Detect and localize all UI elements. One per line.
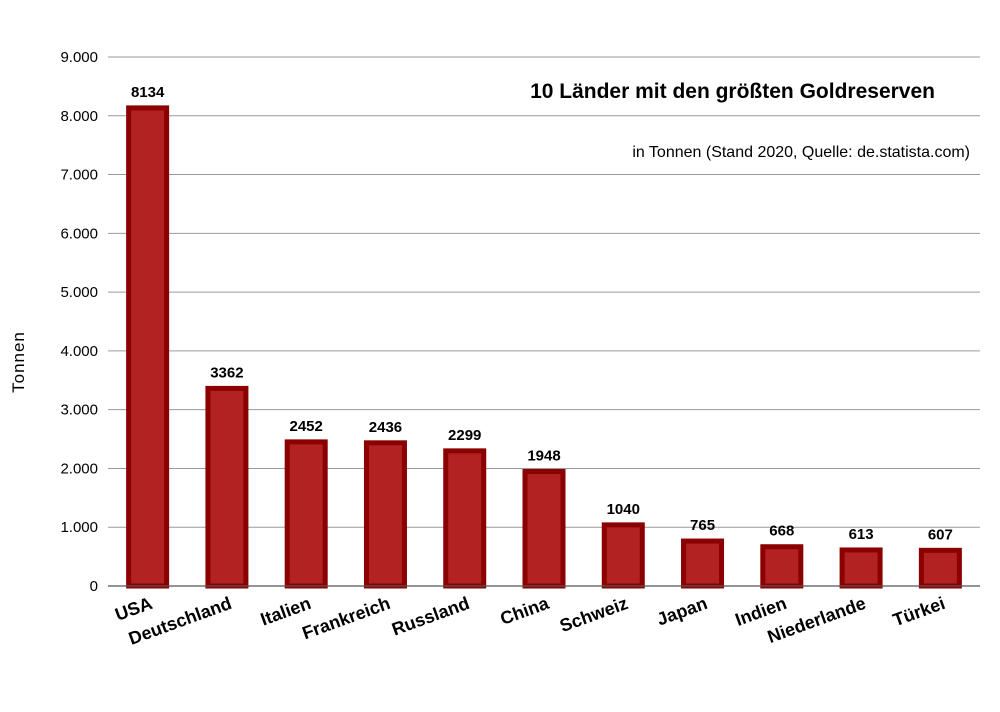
y-tick-label: 4.000	[60, 343, 98, 360]
y-tick-label: 5.000	[60, 284, 98, 301]
data-label: 765	[690, 517, 715, 534]
bar	[760, 544, 804, 589]
bar	[284, 439, 328, 589]
y-tick-label: 9.000	[60, 49, 98, 66]
y-tick-label: 8.000	[60, 108, 98, 125]
y-tick-label: 6.000	[60, 225, 98, 242]
bar	[205, 385, 249, 589]
bar	[918, 547, 962, 589]
chart-title: 10 Länder mit den größten Goldreserven	[530, 80, 935, 103]
x-tick-label: Türkei	[890, 593, 948, 630]
x-tick-label: Schweiz	[557, 593, 631, 636]
data-label: 1040	[607, 501, 640, 518]
data-labels: 8134 3362 2452 2436 2299 1948 1040 765 668 613 607	[131, 84, 953, 543]
data-label: 1948	[527, 448, 560, 465]
y-tick-labels: 0 1.000 2.000 3.000 4.000 5.000 6.000 7.000 8.00…	[60, 49, 98, 595]
y-tick-label: 1.000	[60, 519, 98, 536]
data-label: 2299	[448, 427, 481, 444]
data-label: 613	[849, 526, 874, 543]
bar	[839, 547, 883, 589]
data-label: 668	[769, 523, 794, 540]
y-axis-label: Tonnen	[9, 331, 28, 393]
y-tick-label: 0	[90, 578, 98, 595]
x-tick-label: Frankreich	[299, 593, 392, 643]
bars	[126, 105, 962, 589]
x-tick-label: China	[498, 593, 553, 629]
data-label: 3362	[210, 364, 243, 381]
gridlines	[108, 56, 980, 528]
bar	[126, 105, 170, 589]
bar	[443, 448, 487, 589]
bar	[681, 538, 725, 589]
y-tick-label: 7.000	[60, 167, 98, 184]
bar	[601, 522, 645, 589]
bar	[522, 469, 566, 589]
x-tick-label: Japan	[654, 593, 710, 630]
x-tick-label: USA	[112, 593, 155, 625]
data-label: 2436	[369, 419, 402, 436]
data-label: 8134	[131, 84, 165, 101]
y-tick-label: 2.000	[60, 460, 98, 477]
data-label: 2452	[289, 418, 322, 435]
data-label: 607	[928, 526, 953, 543]
chart-subtitle: in Tonnen (Stand 2020, Quelle: de.statis…	[632, 144, 970, 161]
x-tick-label: Russland	[389, 593, 472, 640]
y-tick-label: 3.000	[60, 402, 98, 419]
bar	[363, 440, 407, 589]
